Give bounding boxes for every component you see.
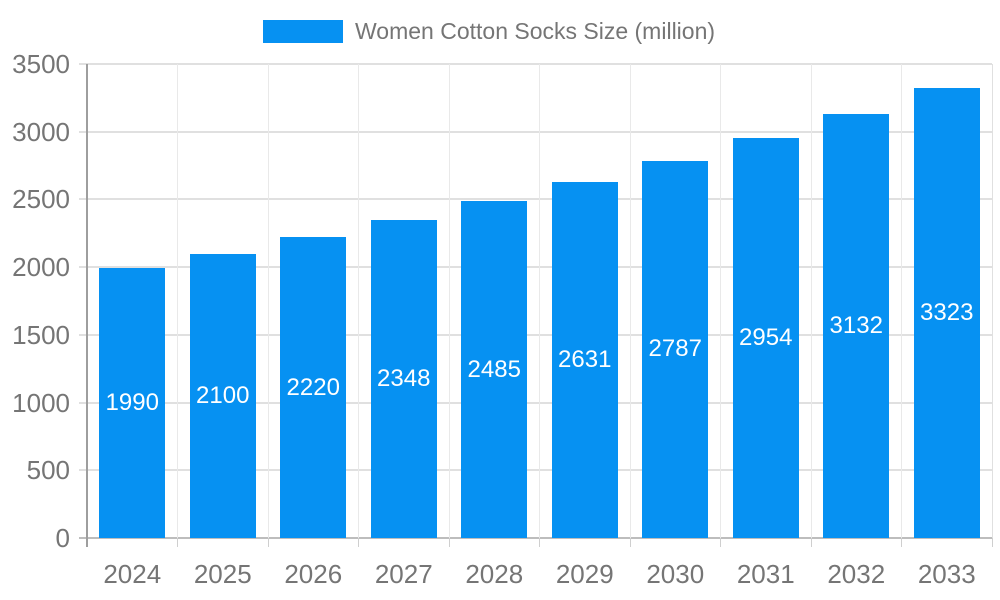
- legend-label: Women Cotton Socks Size (million): [355, 18, 716, 44]
- bar-value-label: 3323: [920, 298, 974, 326]
- x-axis-tick-label: 2032: [827, 559, 886, 589]
- x-axis-tick-label: 2029: [555, 559, 614, 589]
- x-axis-tick-label: 2033: [917, 559, 976, 589]
- x-axis-tick: [177, 538, 178, 547]
- y-axis-tick-label: 3500: [12, 49, 70, 79]
- legend-swatch: [263, 20, 343, 43]
- gridline-x: [720, 64, 721, 538]
- x-axis-tick: [448, 538, 450, 547]
- gridline-y: [79, 130, 992, 133]
- bar-value-label: 2220: [286, 373, 340, 401]
- bar-2026[interactable]: [280, 237, 347, 538]
- gridline-y: [79, 537, 992, 539]
- bar-2029[interactable]: [551, 181, 618, 538]
- bar-2025[interactable]: [189, 253, 256, 538]
- y-axis-line: [86, 64, 88, 547]
- gridline-x: [991, 64, 993, 538]
- bar-value-label: 2485: [467, 355, 521, 383]
- gridline-x: [539, 64, 540, 538]
- x-axis-tick: [810, 538, 812, 547]
- bar-2030[interactable]: [642, 160, 709, 538]
- bar-2024[interactable]: [99, 268, 166, 538]
- x-axis-tick-label: 2030: [646, 559, 705, 589]
- gridline-x: [810, 64, 812, 538]
- bar-value-label: 3132: [829, 311, 883, 339]
- gridline-y: [79, 198, 992, 201]
- bar-value-label: 2631: [558, 345, 612, 373]
- x-axis-tick: [539, 538, 540, 547]
- gridline-x: [267, 64, 269, 538]
- bar-2028[interactable]: [461, 201, 528, 538]
- x-axis-tick-label: 2027: [374, 559, 433, 589]
- bar-2033[interactable]: [913, 87, 980, 538]
- gridline-x: [358, 64, 359, 538]
- x-axis-tick-label: 2031: [736, 559, 795, 589]
- x-axis-tick: [267, 538, 269, 547]
- legend[interactable]: Women Cotton Socks Size (million): [263, 20, 715, 43]
- gridline-y: [79, 266, 992, 269]
- bar-value-label: 2100: [196, 381, 250, 409]
- x-axis-tick-label: 2025: [193, 559, 252, 589]
- bar-value-label: 2787: [648, 335, 702, 363]
- gridline-y: [79, 333, 992, 336]
- bar-value-label: 2954: [739, 323, 793, 351]
- gridline-y: [79, 469, 992, 472]
- x-axis-tick: [358, 538, 359, 547]
- plot-area: 0 500 1000 1500 2000 2500 3000 3500 1990 2024 2100…: [12, 51, 993, 587]
- y-axis-tick-label: 3000: [12, 116, 70, 147]
- x-axis-tick: [629, 538, 631, 547]
- x-axis-tick: [991, 538, 993, 547]
- gridline-x: [901, 64, 902, 538]
- bar-value-label: 1990: [105, 389, 159, 417]
- y-axis-tick-label: 500: [26, 455, 70, 486]
- x-axis-tick: [720, 538, 721, 547]
- y-axis-tick-label: 2500: [12, 184, 70, 215]
- bar-value-label: 2348: [377, 365, 431, 392]
- bar-2027[interactable]: [370, 220, 437, 538]
- y-axis-tick-label: 2000: [12, 252, 70, 283]
- gridline-x: [177, 64, 178, 538]
- x-axis-tick: [901, 538, 902, 547]
- x-axis-tick-label: 2028: [465, 559, 524, 589]
- x-axis-tick-label: 2024: [103, 559, 162, 589]
- y-axis-tick-label: 1500: [12, 319, 70, 350]
- gridline-y: [79, 63, 992, 65]
- gridline-y: [79, 401, 992, 404]
- x-axis-tick-label: 2026: [284, 559, 343, 589]
- y-axis-tick-label: 0: [55, 523, 70, 553]
- bar-2032[interactable]: [823, 113, 890, 538]
- y-axis-tick-label: 1000: [12, 387, 70, 418]
- gridline-x: [629, 64, 631, 538]
- gridline-x: [448, 64, 450, 538]
- bar-2031[interactable]: [732, 137, 799, 538]
